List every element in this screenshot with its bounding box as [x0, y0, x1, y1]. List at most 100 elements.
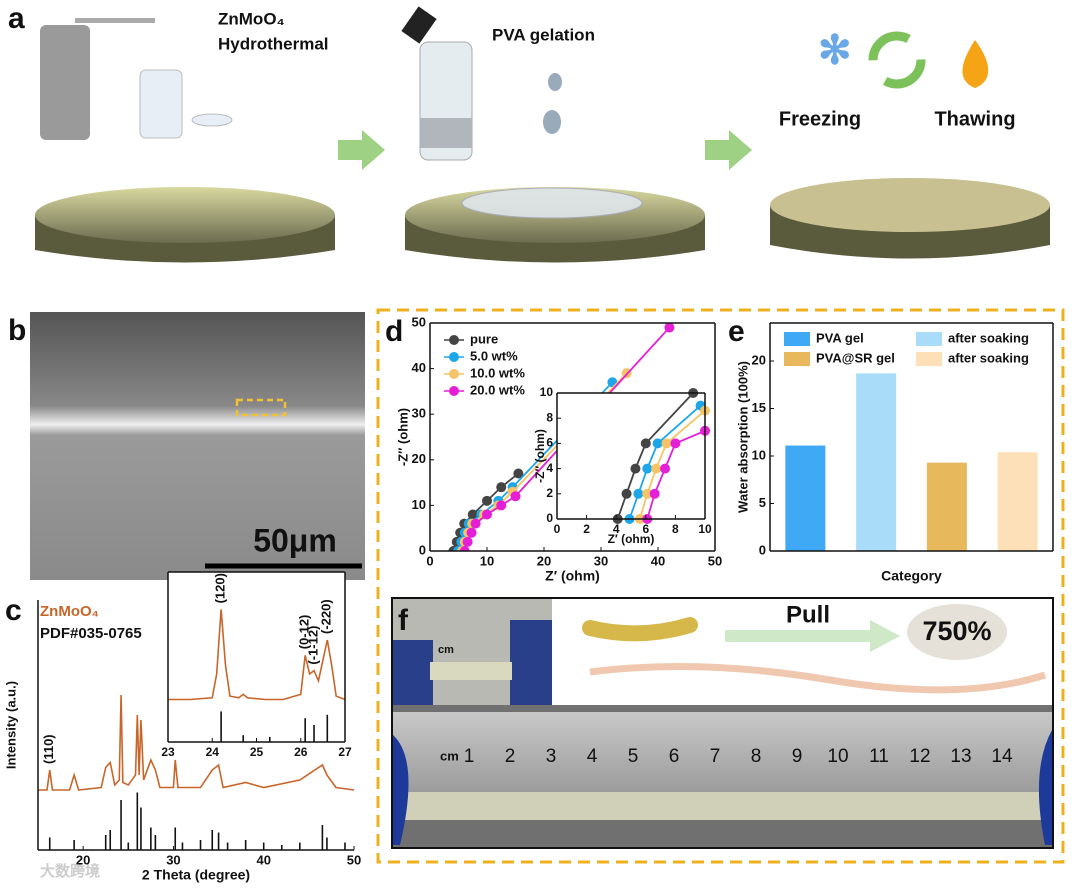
y-axis-label: -Z′′ (ohm): [533, 429, 547, 483]
ruler-numbers: 1 2 3 4 5 6 7 8 9 10 11 12 13 14: [464, 746, 1013, 767]
point: [459, 546, 470, 551]
panel-label: d: [385, 315, 403, 348]
point: [462, 536, 473, 547]
cap: [401, 6, 437, 44]
gelation-text: PVA gelation: [492, 25, 595, 44]
y-tick-label: 20: [412, 451, 426, 466]
drop: [543, 110, 561, 134]
peak-annotation: (110): [41, 734, 56, 764]
legend-label: 10.0 wt%: [470, 365, 525, 380]
ruler-number: 2: [505, 746, 516, 767]
legend-swatch: [784, 352, 810, 366]
ruler-number: 4: [587, 746, 598, 767]
stretched-gel: [393, 792, 1052, 820]
panel-label: a: [8, 2, 25, 35]
chart: PVA gel after soaking PVA@SR gel after soak…: [728, 315, 1054, 584]
y-tick-label: 40: [412, 360, 426, 375]
x-tick-label: 40: [651, 553, 665, 568]
scale-bar-text: 50μm: [253, 522, 337, 558]
pull-text: Pull: [786, 601, 830, 628]
long-tube: [589, 663, 1047, 694]
ruler-number: 6: [669, 746, 680, 767]
glove: [393, 735, 409, 845]
y-axis-label: Intensity (a.u.): [3, 681, 18, 769]
legend-swatch: [916, 332, 942, 346]
legend-label: after soaking: [948, 350, 1029, 365]
legend-label: after soaking: [948, 330, 1029, 345]
point: [649, 488, 660, 499]
x-tick-label: 20: [537, 553, 551, 568]
bar: [785, 445, 826, 551]
x-tick-label: 20: [76, 852, 90, 867]
x-tick-label: 10: [698, 522, 712, 536]
ruler-number: 8: [751, 746, 762, 767]
plot-area: [38, 694, 355, 850]
legend-label: pure: [470, 331, 498, 346]
point: [482, 495, 492, 506]
point: [660, 463, 671, 474]
y-tick-label: 2: [546, 486, 553, 500]
liner: [139, 69, 183, 139]
point: [642, 488, 653, 499]
legend-label: 5.0 wt%: [470, 348, 518, 363]
material-text: ZnMoO₄: [218, 9, 285, 28]
panel-b: b 50μm: [8, 312, 365, 580]
panel-label: b: [8, 314, 26, 347]
ruler-number: 9: [792, 746, 803, 767]
chart: 0 2 4 6 8 10 0 2 4 6 8 10 Z′ (ohm) -Z′′ (ohm): [533, 385, 712, 546]
inset-background: [557, 393, 705, 519]
y-tick-label: 15: [752, 400, 766, 415]
peak-annotation: (0-12): [297, 615, 312, 650]
x-tick-label: 24: [206, 745, 220, 759]
y-axis-label: -Z′′ (ohm): [395, 408, 410, 466]
point: [467, 509, 478, 520]
y-tick-label: 10: [752, 447, 766, 462]
x-tick-label: 10: [480, 553, 494, 568]
x-tick-label: 0: [554, 522, 561, 536]
legend-label: ZnMoO₄: [40, 603, 99, 620]
bar: [856, 373, 897, 551]
watermark: 大数跨境: [40, 862, 100, 880]
plot-area: [785, 373, 1038, 551]
y-tick-label: 6: [546, 436, 553, 450]
ruler-number: 10: [827, 746, 848, 767]
peak-annotation: (-1-12): [305, 626, 320, 665]
x-tick-label: 23: [161, 745, 175, 759]
point: [496, 500, 507, 511]
y-tick-label: 8: [546, 410, 553, 424]
ruler-number: 14: [991, 746, 1013, 767]
ruler-number: 5: [628, 746, 639, 767]
strain-ellipse: [907, 604, 1007, 660]
peak-annotation: (120): [213, 573, 228, 603]
ruler: [393, 712, 1052, 792]
glove: [510, 620, 552, 705]
x-tick-label: 4: [613, 522, 620, 536]
x-tick-label: 50: [708, 553, 722, 568]
pattern-line: [38, 694, 355, 791]
highlight-box: [235, 398, 287, 417]
cycle-icon: [868, 31, 926, 89]
dashed-frame: [376, 308, 1065, 864]
peak-annotation: (-220): [319, 599, 334, 634]
autoclave-handle: [75, 18, 155, 23]
pull-arrow: [725, 620, 900, 652]
panel-f: cm Pull 750% cm 1 2 3 4 5 6 7 8 9 10 11 12 13 14 f: [391, 597, 1054, 849]
x-tick-label: 0: [426, 553, 433, 568]
point: [470, 518, 481, 529]
point: [664, 323, 675, 333]
drop: [548, 73, 562, 91]
panel-label: c: [5, 594, 22, 627]
ruler-number: 1: [464, 746, 475, 767]
autoclave: [40, 25, 90, 140]
point: [510, 491, 521, 502]
point: [496, 482, 507, 493]
point: [466, 527, 477, 538]
pattern-line: [168, 609, 346, 701]
x-tick-label: 6: [642, 522, 649, 536]
point: [661, 438, 672, 449]
inset-background: [168, 572, 345, 742]
y-tick-label: 5: [759, 495, 766, 510]
x-axis-label: Category: [881, 568, 942, 584]
